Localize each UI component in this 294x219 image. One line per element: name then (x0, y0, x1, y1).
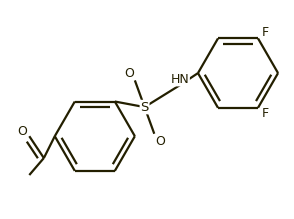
Text: O: O (156, 134, 165, 148)
Text: S: S (141, 101, 149, 114)
Text: F: F (262, 26, 269, 39)
Text: O: O (17, 125, 27, 138)
Text: F: F (262, 107, 269, 120)
Text: O: O (124, 67, 134, 79)
Text: HN: HN (171, 73, 189, 86)
